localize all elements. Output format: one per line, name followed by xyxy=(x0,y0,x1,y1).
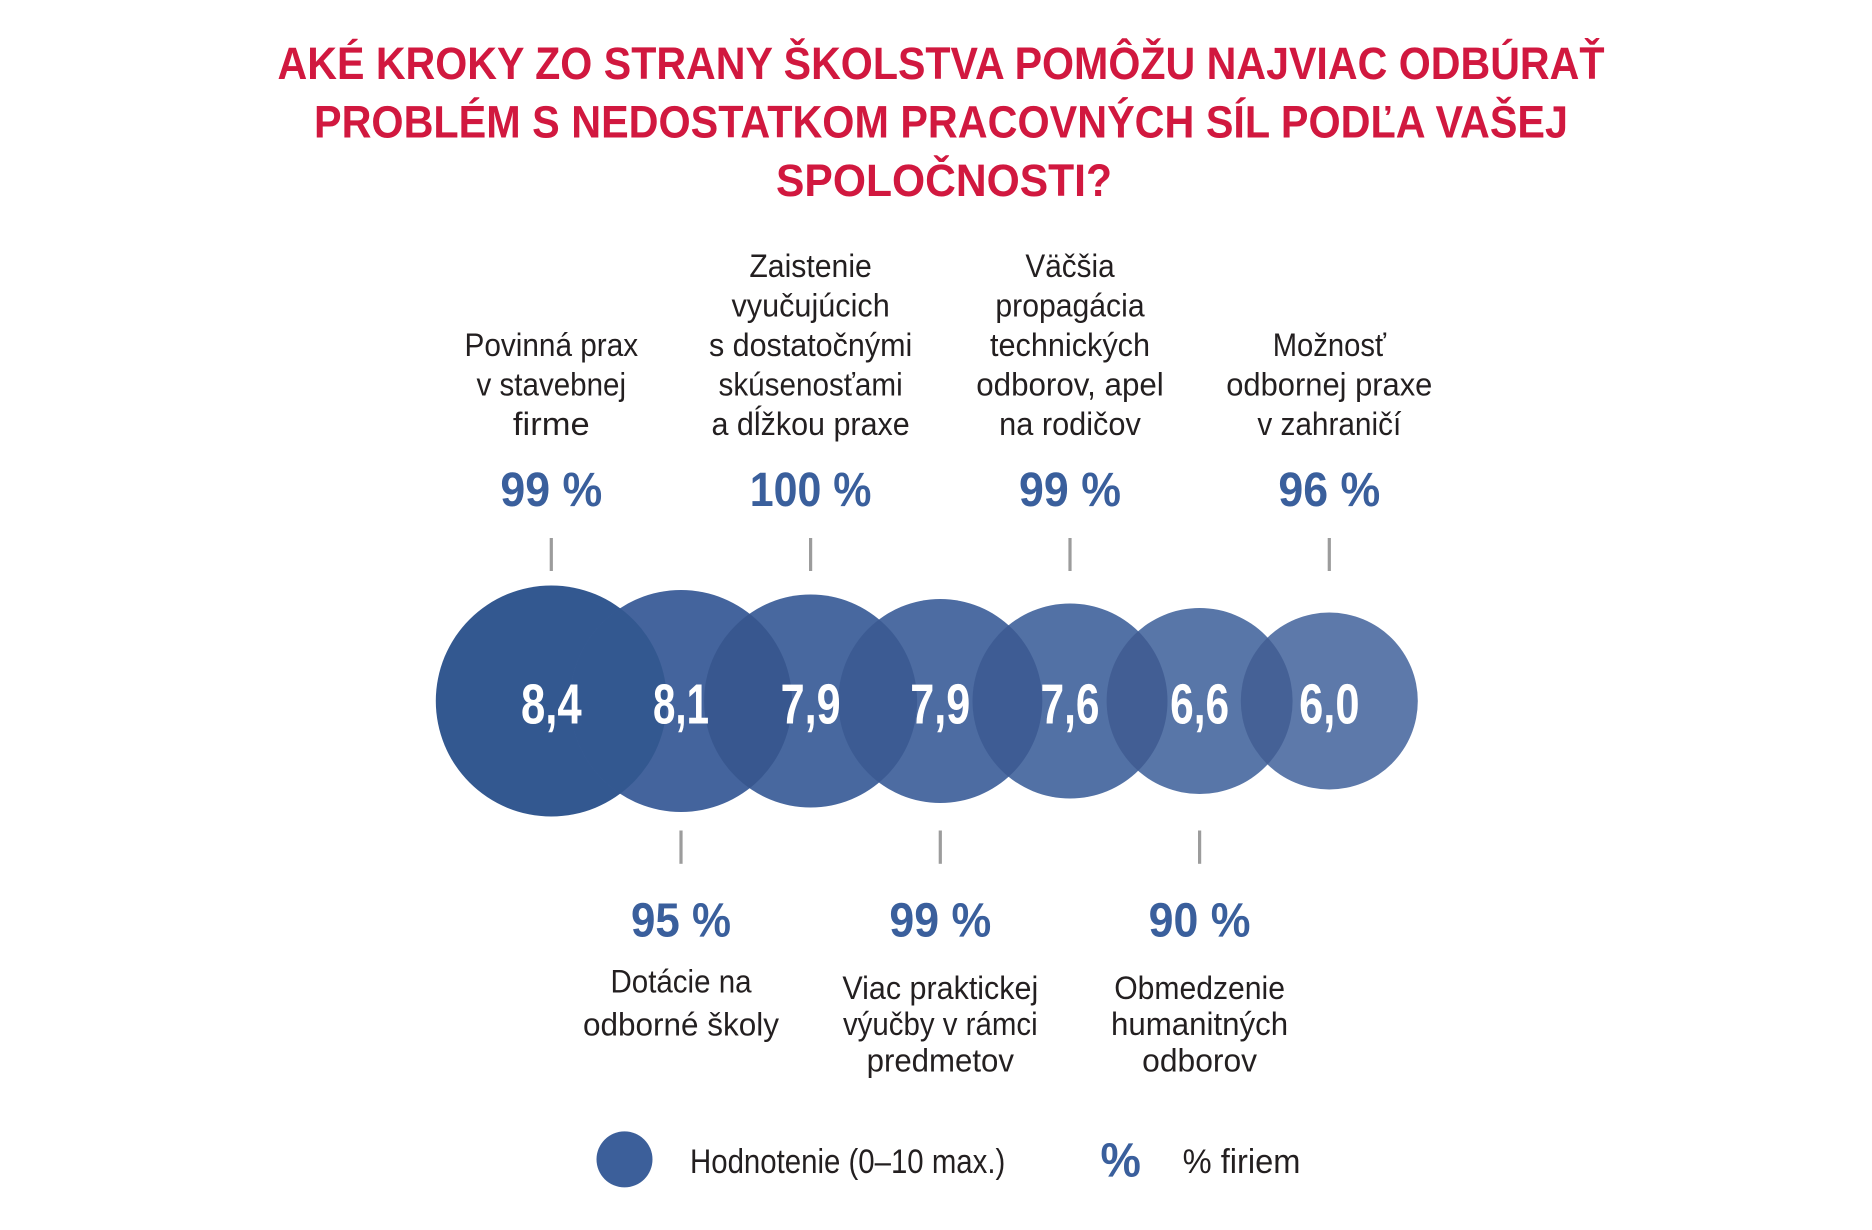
svg-text:odbornej praxe: odbornej praxe xyxy=(1226,367,1432,403)
svg-text:7,9: 7,9 xyxy=(910,673,970,737)
svg-text:firme: firme xyxy=(513,406,590,442)
svg-text:s dostatočnými: s dostatočnými xyxy=(709,327,912,363)
svg-text:v stavebnej: v stavebnej xyxy=(477,367,627,403)
svg-text:propagácia: propagácia xyxy=(995,288,1144,324)
svg-text:technických: technických xyxy=(990,327,1150,363)
svg-text:Väčšia: Väčšia xyxy=(1025,248,1114,284)
svg-text:6,6: 6,6 xyxy=(1170,673,1229,737)
svg-text:odborov: odborov xyxy=(1142,1042,1257,1078)
svg-text:99 %: 99 % xyxy=(889,895,991,948)
svg-text:skúsenosťami: skúsenosťami xyxy=(719,367,903,403)
svg-text:8,1: 8,1 xyxy=(653,673,709,737)
svg-text:99 %: 99 % xyxy=(1019,464,1121,517)
svg-text:SPOLOČNOSTI?: SPOLOČNOSTI? xyxy=(776,155,1112,206)
svg-text:na rodičov: na rodičov xyxy=(999,406,1141,442)
svg-text:výučby v rámci: výučby v rámci xyxy=(843,1006,1038,1042)
svg-text:7,9: 7,9 xyxy=(781,673,841,737)
svg-text:predmetov: predmetov xyxy=(867,1042,1014,1078)
svg-text:96 %: 96 % xyxy=(1278,464,1380,517)
svg-text:95 %: 95 % xyxy=(631,895,731,948)
svg-text:humanitných: humanitných xyxy=(1111,1006,1288,1042)
svg-text:100 %: 100 % xyxy=(750,464,872,517)
svg-text:7,6: 7,6 xyxy=(1041,673,1100,737)
svg-text:Viac praktickej: Viac praktickej xyxy=(842,970,1038,1006)
svg-text:v zahraničí: v zahraničí xyxy=(1257,406,1401,442)
svg-text:Obmedzenie: Obmedzenie xyxy=(1114,970,1285,1006)
svg-text:6,0: 6,0 xyxy=(1299,673,1359,737)
svg-text:90 %: 90 % xyxy=(1149,895,1251,948)
svg-text:%: % xyxy=(1101,1134,1141,1187)
svg-text:Dotácie na: Dotácie na xyxy=(611,964,752,1000)
svg-text:Hodnotenie (0–10 max.): Hodnotenie (0–10 max.) xyxy=(690,1143,1005,1181)
svg-text:Zaistenie: Zaistenie xyxy=(749,248,872,284)
svg-text:99 %: 99 % xyxy=(500,464,602,517)
svg-text:AKÉ KROKY ZO STRANY ŠKOLSTVA P: AKÉ KROKY ZO STRANY ŠKOLSTVA POMÔŽU NAJV… xyxy=(278,38,1605,89)
svg-text:Povinná prax: Povinná prax xyxy=(465,327,639,363)
svg-text:a dĺžkou praxe: a dĺžkou praxe xyxy=(711,406,909,442)
svg-text:PROBLÉM S NEDOSTATKOM PRACOVNÝ: PROBLÉM S NEDOSTATKOM PRACOVNÝCH SÍL POD… xyxy=(314,97,1568,148)
svg-text:odborov, apel: odborov, apel xyxy=(976,367,1164,403)
svg-text:% firiem: % firiem xyxy=(1183,1143,1301,1181)
svg-text:vyučujúcich: vyučujúcich xyxy=(731,288,889,324)
svg-text:8,4: 8,4 xyxy=(521,673,582,737)
svg-text:odborné školy: odborné školy xyxy=(583,1007,779,1043)
svg-text:Možnosť: Možnosť xyxy=(1273,327,1387,363)
